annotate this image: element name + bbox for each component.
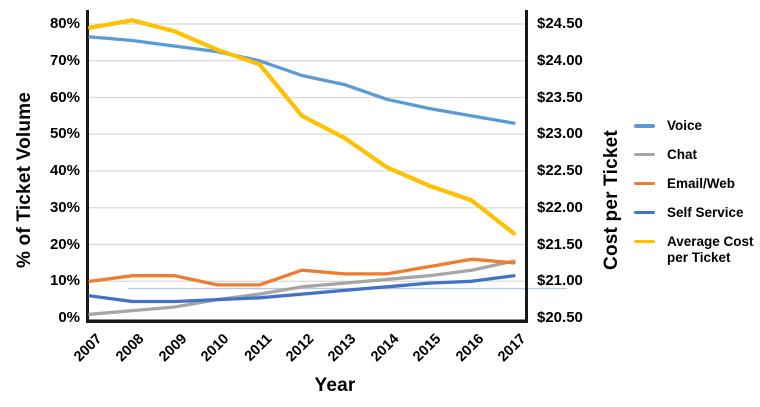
left-axis-tick-label: 40% xyxy=(49,162,80,179)
left-axis-tick-label: 80% xyxy=(49,15,80,32)
right-axis-tick-label: $24.50 xyxy=(537,15,583,32)
series-line-voice xyxy=(88,35,516,125)
series-line-chat xyxy=(88,259,516,316)
right-axis-tick-label: $22.50 xyxy=(537,162,583,179)
legend-label: Email/Web xyxy=(667,175,736,191)
legend-item: Voice xyxy=(634,118,760,134)
right-axis-tick-label: $20.50 xyxy=(537,309,583,326)
legend-item: Email/Web xyxy=(634,176,760,192)
legend-label: Chat xyxy=(667,146,697,162)
left-axis-line xyxy=(86,10,89,323)
series-line-average-cost-per-ticket xyxy=(87,18,517,236)
legend-label: Self Service xyxy=(667,204,744,220)
left-axis-title: % of Ticket Volume xyxy=(14,91,35,269)
x-axis-line xyxy=(86,319,528,323)
series-line-email-web xyxy=(88,257,516,287)
left-axis-tick-label: 10% xyxy=(49,272,80,290)
legend-item: Average Cost per Ticket xyxy=(634,234,760,266)
legend-label: Average Cost per Ticket xyxy=(667,233,754,265)
legend-line-marker xyxy=(634,181,655,186)
left-axis-tick-label: 30% xyxy=(49,198,80,216)
x-axis-title: Year xyxy=(314,375,356,396)
series-line-self-service xyxy=(88,274,516,304)
left-axis-tick-label: 20% xyxy=(49,235,80,253)
legend-line-marker xyxy=(634,152,655,157)
right-axis-tick-label: $23.50 xyxy=(537,88,583,106)
legend-line-marker xyxy=(634,239,655,244)
legend-line-marker xyxy=(634,124,655,128)
legend: Voice Chat Email/Web Self Service Average Co… xyxy=(634,118,760,279)
right-axis-tick-label: $21.00 xyxy=(537,272,583,290)
right-axis-title: Cost per Ticket xyxy=(601,130,622,270)
right-axis-tick-label: $22.00 xyxy=(537,198,583,216)
right-axis-line xyxy=(525,10,528,323)
left-axis-tick-label: 50% xyxy=(49,125,80,143)
left-axis-tick-label: 70% xyxy=(49,51,80,69)
right-axis-tick-label: $24.00 xyxy=(537,51,583,69)
right-axis-tick-label: $21.50 xyxy=(537,235,583,253)
left-axis-tick-label: 60% xyxy=(49,88,80,106)
left-axis-tick-label: 0% xyxy=(58,309,80,326)
right-axis-tick-label: $23.00 xyxy=(537,125,583,143)
legend-line-marker xyxy=(634,210,655,215)
legend-item: Self Service xyxy=(634,205,760,221)
legend-label: Voice xyxy=(667,118,703,133)
legend-item: Chat xyxy=(634,147,760,163)
